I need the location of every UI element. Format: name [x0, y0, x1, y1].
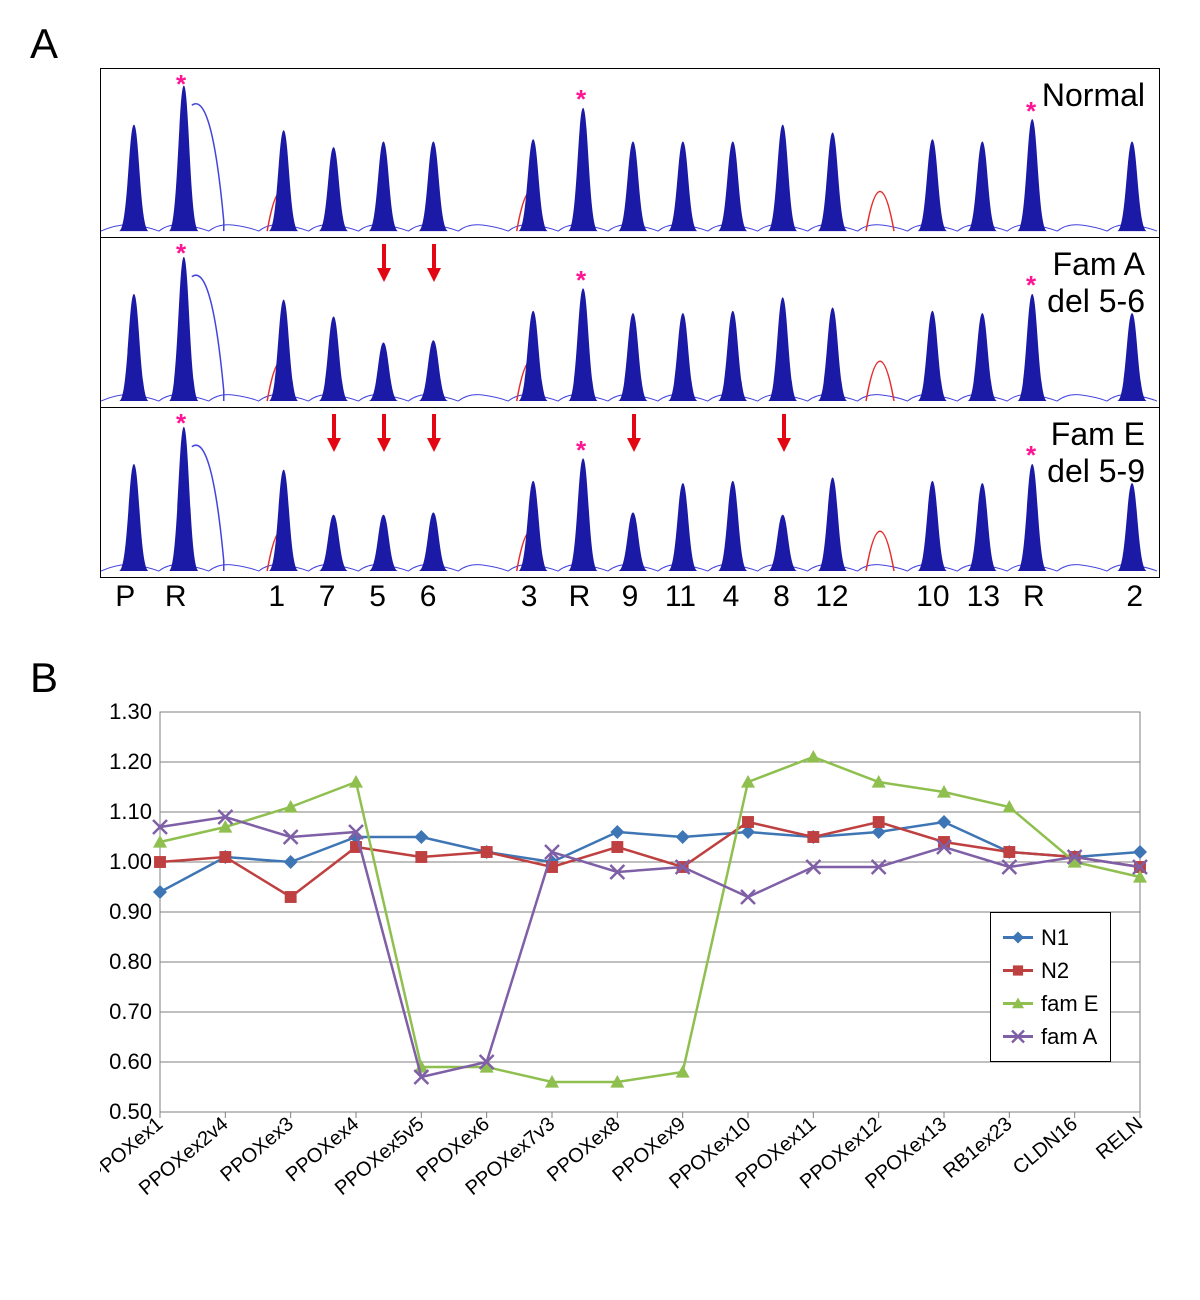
legend-item: N2 [1003, 954, 1098, 987]
svg-text:1.00: 1.00 [109, 849, 152, 874]
svg-text:0.60: 0.60 [109, 1049, 152, 1074]
legend-label: fam E [1041, 987, 1098, 1020]
trace-xtick-label: 13 [958, 580, 1008, 614]
trace-xtick-label: 6 [403, 580, 453, 614]
trace-xtick-label [857, 580, 907, 614]
reference-star-icon: * [1026, 440, 1036, 471]
trace-xtick-label: 1 [251, 580, 301, 614]
trace-panel: * * * Fam Adel 5-6 [100, 238, 1160, 408]
deletion-arrow-icon [375, 412, 393, 452]
trace-xtick-label: 12 [807, 580, 857, 614]
reference-star-icon: * [576, 84, 586, 115]
legend-item: N1 [1003, 921, 1098, 954]
trace-xtick-label [1059, 580, 1109, 614]
trace-x-axis: PR17563R91148121013R2 [100, 578, 1160, 614]
svg-text:1.10: 1.10 [109, 799, 152, 824]
panel-b: B 0.500.600.700.800.901.001.101.201.30PP… [20, 654, 1180, 1252]
reference-star-icon: * [176, 238, 186, 269]
trace-xtick-label: R [554, 580, 604, 614]
legend-label: N1 [1041, 921, 1069, 954]
trace-xtick-label [201, 580, 251, 614]
trace-xtick-label: 4 [706, 580, 756, 614]
trace-title: Fam Edel 5-9 [1047, 416, 1145, 490]
reference-star-icon: * [576, 265, 586, 296]
svg-text:0.80: 0.80 [109, 949, 152, 974]
deletion-arrow-icon [425, 412, 443, 452]
trace-xtick-label: 11 [655, 580, 705, 614]
trace-xtick-label [453, 580, 503, 614]
svg-text:1.20: 1.20 [109, 749, 152, 774]
trace-xtick-label: 9 [605, 580, 655, 614]
reference-star-icon: * [1026, 96, 1036, 127]
trace-xtick-label: 5 [352, 580, 402, 614]
panel-a-label: A [30, 20, 1180, 68]
panel-b-label: B [30, 654, 1180, 702]
reference-star-icon: * [176, 69, 186, 100]
legend-item: fam A [1003, 1020, 1098, 1053]
svg-text:CLDN16: CLDN16 [1009, 1113, 1082, 1179]
trace-xtick-label: P [100, 580, 150, 614]
deletion-arrow-icon [425, 242, 443, 282]
deletion-arrow-icon [375, 242, 393, 282]
svg-text:RELN: RELN [1092, 1113, 1147, 1164]
svg-text:RB1ex23: RB1ex23 [939, 1113, 1016, 1183]
svg-text:0.90: 0.90 [109, 899, 152, 924]
reference-star-icon: * [1026, 270, 1036, 301]
deletion-arrow-icon [775, 412, 793, 452]
electropherogram-stack: ***Normal***Fam Adel 5-6***Fam Edel 5-9 [100, 68, 1160, 578]
trace-xtick-label: R [1009, 580, 1059, 614]
deletion-arrow-icon [325, 412, 343, 452]
reference-star-icon: * [176, 408, 186, 439]
reference-star-icon: * [576, 435, 586, 466]
trace-title: Fam Adel 5-6 [1047, 246, 1145, 320]
legend-label: N2 [1041, 954, 1069, 987]
legend-label: fam A [1041, 1020, 1097, 1053]
trace-title: Normal [1042, 77, 1145, 114]
trace-xtick-label: R [150, 580, 200, 614]
svg-text:0.70: 0.70 [109, 999, 152, 1024]
trace-panel: * * * Fam Edel 5-9 [100, 408, 1160, 578]
legend-item: fam E [1003, 987, 1098, 1020]
chart-legend: N1N2fam Efam A [990, 912, 1111, 1062]
trace-panel: ***Normal [100, 68, 1160, 238]
trace-xtick-label: 10 [908, 580, 958, 614]
deletion-arrow-icon [625, 412, 643, 452]
trace-xtick-label: 8 [756, 580, 806, 614]
trace-xtick-label: 2 [1110, 580, 1160, 614]
trace-xtick-label: 3 [504, 580, 554, 614]
svg-text:1.30: 1.30 [109, 702, 152, 724]
panel-a: A ***Normal***Fam Adel 5-6***Fam Edel 5-… [20, 20, 1180, 614]
trace-xtick-label: 7 [302, 580, 352, 614]
